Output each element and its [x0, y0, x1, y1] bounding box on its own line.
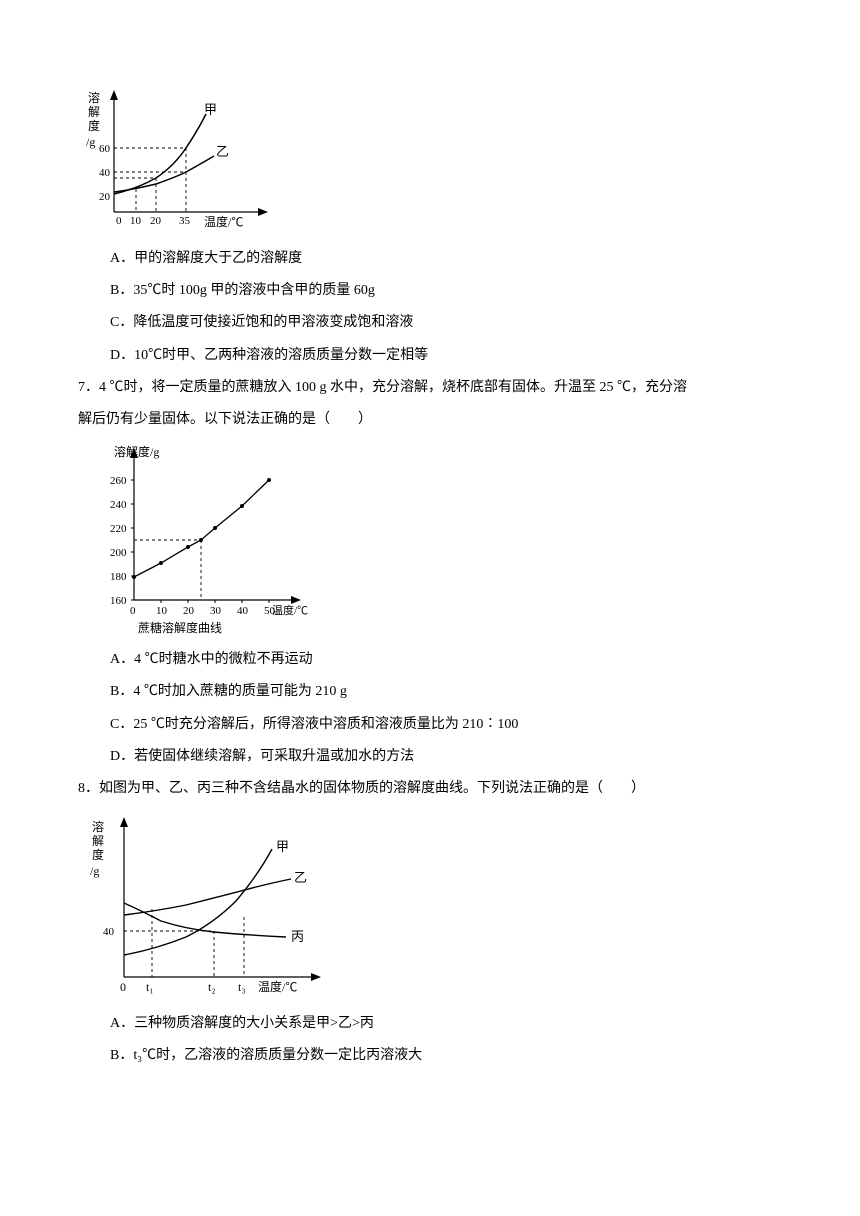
svg-text:180: 180	[110, 571, 127, 583]
svg-text:解: 解	[92, 834, 104, 848]
stem-text: 8．如图为甲、乙、丙三种不含结晶水的固体物质的溶解度曲线。下列说法正确的是（ ）	[78, 781, 645, 796]
option-text: B．35℃时 100g 甲的溶液中含甲的质量 60g	[110, 283, 375, 298]
svg-text:40: 40	[99, 167, 111, 179]
option-text: C．降低温度可使接近饱和的甲溶液变成饱和溶液	[110, 315, 413, 330]
svg-text:温度/℃: 温度/℃	[204, 214, 243, 229]
svg-text:240: 240	[110, 499, 127, 511]
option-text: C．25 ℃时充分溶解后，所得溶液中溶质和溶液质量比为 210∶100	[110, 717, 518, 732]
option-text: A．4 ℃时糖水中的微粒不再运动	[110, 652, 313, 667]
svg-text:200: 200	[110, 547, 127, 559]
svg-text:蔗糖溶解度曲线: 蔗糖溶解度曲线	[138, 620, 222, 635]
option-text: D．若使固体继续溶解，可采取升温或加水的方法	[110, 749, 414, 764]
svg-text:20: 20	[99, 191, 111, 203]
svg-text:t₂: t₂	[208, 980, 216, 994]
svg-text:10: 10	[130, 215, 142, 227]
option-text: A．三种物质溶解度的大小关系是甲>乙>丙	[110, 1016, 374, 1031]
svg-text:甲: 甲	[204, 102, 217, 117]
svg-text:0: 0	[116, 215, 122, 227]
svg-text:溶: 溶	[92, 819, 104, 834]
option-text: A．甲的溶解度大于乙的溶解度	[110, 251, 302, 266]
q7-option-a: A．4 ℃时糖水中的微粒不再运动	[78, 644, 782, 676]
q7-option-c: C．25 ℃时充分溶解后，所得溶液中溶质和溶液质量比为 210∶100	[78, 709, 782, 741]
option-text: D．10℃时甲、乙两种溶液的溶质质量分数一定相等	[110, 348, 428, 363]
svg-text:解: 解	[88, 105, 100, 119]
svg-text:40: 40	[237, 605, 249, 617]
svg-text:温度/℃: 温度/℃	[258, 979, 297, 994]
svg-text:0: 0	[120, 980, 126, 994]
svg-text:0: 0	[130, 605, 136, 617]
q8-option-a: A．三种物质溶解度的大小关系是甲>乙>丙	[78, 1008, 782, 1040]
svg-text:t₃: t₃	[238, 980, 246, 994]
q7-option-d: D．若使固体继续溶解，可采取升温或加水的方法	[78, 741, 782, 773]
svg-text:乙: 乙	[216, 144, 229, 159]
svg-text:t₁: t₁	[146, 980, 154, 994]
q7-stem-line2: 解后仍有少量固体。以下说法正确的是（ ）	[78, 404, 782, 436]
svg-text:溶: 溶	[88, 90, 100, 105]
svg-text:丙: 丙	[291, 929, 304, 944]
q8-stem: 8．如图为甲、乙、丙三种不含结晶水的固体物质的溶解度曲线。下列说法正确的是（ ）	[78, 773, 782, 805]
svg-text:甲: 甲	[276, 839, 289, 854]
svg-text:60: 60	[99, 143, 111, 155]
option-text: B．4 ℃时加入蔗糖的质量可能为 210 g	[110, 684, 347, 699]
q8-option-b: B．t₃℃时，乙溶液的溶质质量分数一定比丙溶液大	[78, 1040, 782, 1072]
svg-text:40: 40	[103, 926, 115, 938]
svg-text:160: 160	[110, 595, 127, 607]
q6-option-c: C．降低温度可使接近饱和的甲溶液变成饱和溶液	[78, 307, 782, 339]
option-text: B．t₃℃时，乙溶液的溶质质量分数一定比丙溶液大	[110, 1048, 422, 1063]
svg-text:20: 20	[183, 605, 195, 617]
q7-stem-line1: 7．4 ℃时，将一定质量的蔗糖放入 100 g 水中，充分溶解，烧杯底部有固体。…	[78, 372, 782, 404]
q8-chart: 溶 解 度 /g 40 甲 乙 丙 0 t₁ t₂ t₃ 温度/℃	[86, 809, 782, 1004]
svg-text:220: 220	[110, 523, 127, 535]
svg-text:度: 度	[88, 118, 100, 133]
stem-text: 7．4 ℃时，将一定质量的蔗糖放入 100 g 水中，充分溶解，烧杯底部有固体。…	[78, 380, 687, 395]
svg-text:30: 30	[210, 605, 222, 617]
svg-text:35: 35	[179, 215, 191, 227]
q6-chart: 溶 解 度 /g 20 40 60 甲 乙 0 10 20 35 温度/℃	[86, 84, 782, 239]
svg-text:温度/℃: 温度/℃	[272, 603, 308, 617]
stem-text: 解后仍有少量固体。以下说法正确的是（ ）	[78, 412, 372, 427]
svg-text:260: 260	[110, 475, 127, 487]
svg-text:/g: /g	[86, 135, 95, 149]
q6-option-a: A．甲的溶解度大于乙的溶解度	[78, 243, 782, 275]
svg-text:10: 10	[156, 605, 168, 617]
q7-chart: 溶解度/g 160 180 200 220 240 260 0 10 20 30…	[86, 440, 782, 640]
svg-text:/g: /g	[90, 864, 99, 878]
svg-text:20: 20	[150, 215, 162, 227]
q6-option-b: B．35℃时 100g 甲的溶液中含甲的质量 60g	[78, 275, 782, 307]
svg-text:度: 度	[92, 847, 104, 862]
svg-text:乙: 乙	[294, 870, 307, 885]
q6-option-d: D．10℃时甲、乙两种溶液的溶质质量分数一定相等	[78, 340, 782, 372]
q7-option-b: B．4 ℃时加入蔗糖的质量可能为 210 g	[78, 676, 782, 708]
svg-text:溶解度/g: 溶解度/g	[114, 444, 159, 459]
